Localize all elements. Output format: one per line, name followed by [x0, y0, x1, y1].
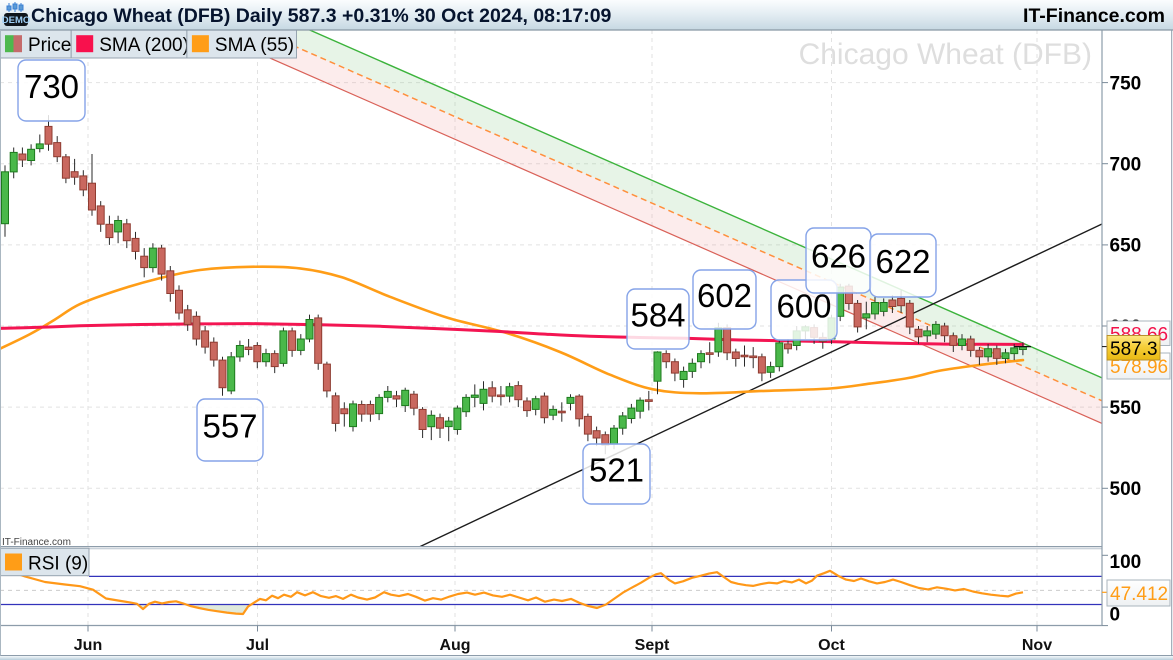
svg-text:Oct: Oct	[818, 637, 845, 654]
svg-text:Aug: Aug	[439, 637, 470, 654]
svg-text:602: 602	[697, 277, 752, 314]
svg-text:578.96: 578.96	[1110, 357, 1168, 378]
svg-text:557: 557	[202, 407, 257, 444]
svg-text:587.3: 587.3	[1110, 339, 1158, 360]
svg-text:Jul: Jul	[246, 637, 269, 654]
svg-text:0: 0	[1110, 604, 1121, 625]
svg-text:IT-Finance.com: IT-Finance.com	[2, 537, 71, 548]
svg-text:RSI (9): RSI (9)	[28, 553, 88, 574]
svg-text:SMA (200): SMA (200)	[99, 35, 189, 56]
svg-text:550: 550	[1110, 398, 1142, 419]
svg-text:Jun: Jun	[74, 637, 102, 654]
svg-text:Chicago Wheat (DFB) Daily 587.: Chicago Wheat (DFB) Daily 587.3 +0.31% 3…	[31, 5, 612, 27]
svg-text:47.412: 47.412	[1110, 584, 1168, 605]
svg-text:Chicago Wheat (DFB): Chicago Wheat (DFB)	[799, 38, 1092, 71]
svg-text:650: 650	[1110, 236, 1142, 257]
svg-text:700: 700	[1110, 155, 1142, 176]
svg-text:DEMO: DEMO	[2, 15, 31, 26]
svg-text:626: 626	[811, 238, 866, 275]
svg-text:750: 750	[1110, 73, 1142, 94]
svg-text:584: 584	[630, 297, 685, 334]
svg-text:500: 500	[1110, 479, 1142, 500]
svg-text:622: 622	[875, 243, 930, 280]
svg-text:521: 521	[589, 452, 644, 489]
svg-text:IT-Finance.com: IT-Finance.com	[1023, 5, 1165, 27]
svg-text:Sept: Sept	[635, 637, 670, 654]
svg-text:Price: Price	[28, 35, 71, 56]
svg-text:Nov: Nov	[1022, 637, 1052, 654]
svg-text:SMA (55): SMA (55)	[215, 35, 294, 56]
svg-text:100: 100	[1110, 552, 1142, 573]
svg-text:730: 730	[24, 68, 79, 105]
